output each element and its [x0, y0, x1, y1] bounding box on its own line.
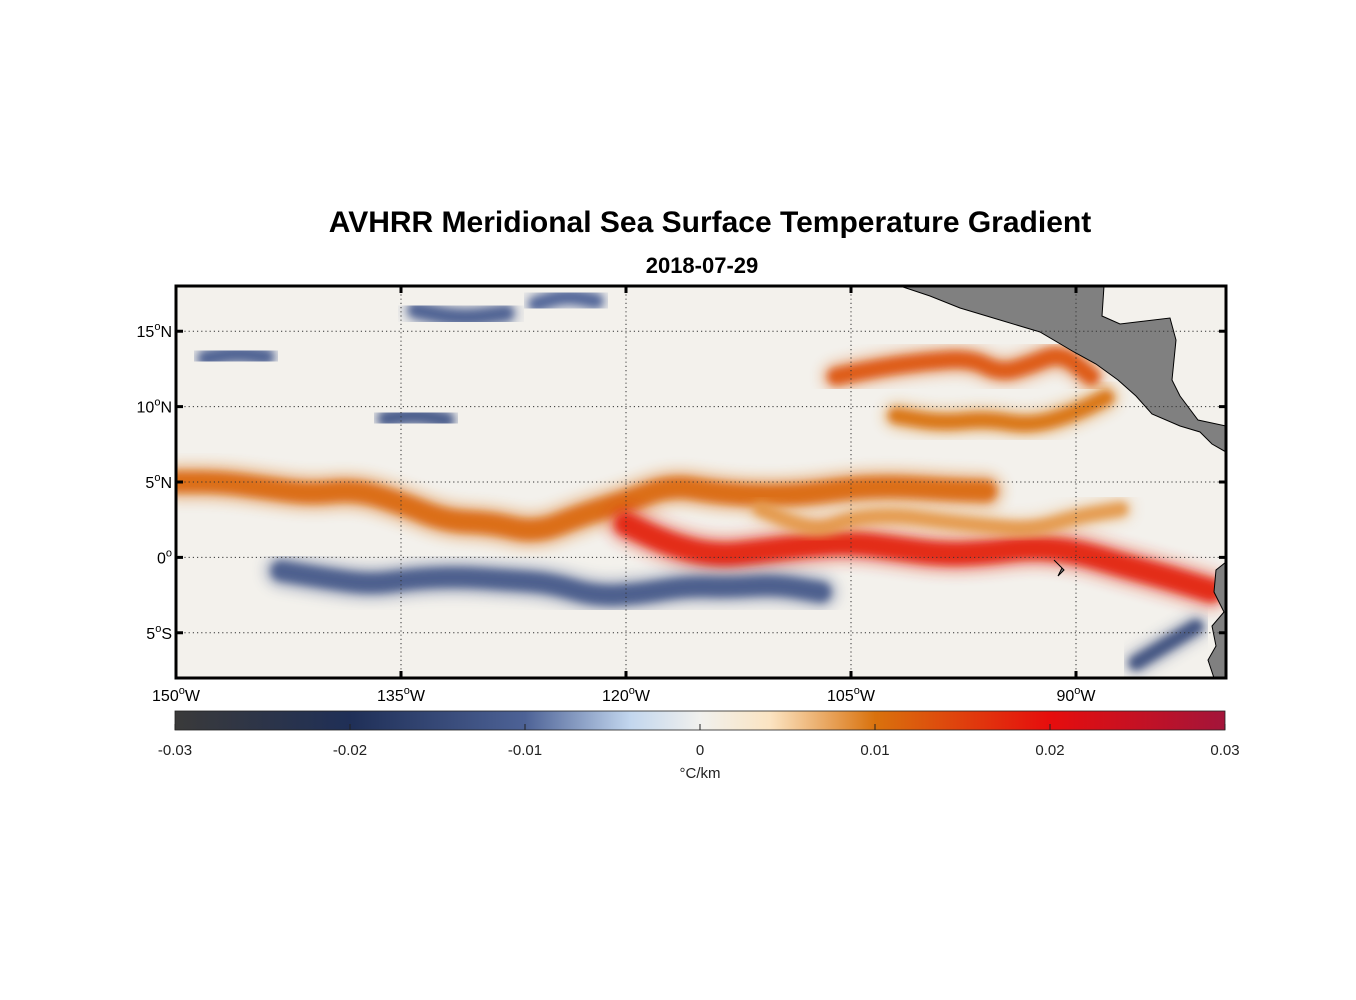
band-cold-patch-n2: [408, 302, 514, 325]
band-cold-patch-n1: [378, 407, 454, 428]
colorbar-tick-label: -0.02: [333, 742, 367, 759]
lon-label: 120oW: [602, 685, 651, 705]
band-cold-eddy-se: [1129, 619, 1203, 670]
lon-label: 150oW: [152, 685, 201, 705]
land-central-america: [899, 286, 1226, 678]
band-northern-front: [176, 471, 997, 541]
lat-label: 15oN: [137, 321, 172, 341]
lat-label: 5oS: [146, 623, 172, 643]
colorbar-tick-label: 0.01: [860, 742, 889, 759]
land-south-america: [1207, 561, 1226, 678]
band-southern-cold: [271, 561, 831, 606]
band-central-front: [754, 502, 1128, 536]
colorbar-tick-label: -0.03: [158, 742, 192, 759]
land-galapagos: [1053, 559, 1065, 577]
band-tehuantepec-front: [827, 348, 1100, 385]
lat-label: 10oN: [137, 397, 172, 417]
lon-label: 135oW: [377, 685, 426, 705]
lat-label: 0o: [157, 547, 172, 567]
colorbar-tick-label: 0.02: [1035, 742, 1064, 759]
band-equatorial-front-east: [614, 512, 1223, 602]
band-cold-patch-nw: [198, 346, 274, 366]
map-field: [176, 286, 1226, 678]
colorbar-tick-label: 0.03: [1210, 742, 1239, 759]
longitude-labels: 150oW 135oW 120oW 105oW 90oW: [152, 685, 1096, 705]
colorbar-tick-label: 0: [696, 742, 704, 759]
band-papagayo-front: [888, 390, 1114, 432]
colorbar-ticks: -0.03 -0.02 -0.01 0 0.01 0.02 0.03: [158, 724, 1240, 759]
band-cold-patch-n3: [529, 290, 603, 311]
lon-label: 105oW: [827, 685, 876, 705]
lat-label: 5oN: [145, 472, 172, 492]
gradient-bands: [176, 286, 1226, 674]
map-title: AVHRR Meridional Sea Surface Temperature…: [328, 206, 1092, 239]
map-date: 2018-07-29: [645, 253, 759, 278]
colorbar-tick-label: -0.01: [508, 742, 542, 759]
colorbar: -0.03 -0.02 -0.01 0 0.01 0.02 0.03 °C/km: [158, 710, 1240, 782]
lon-label: 90oW: [1056, 685, 1096, 705]
map-frame: [174, 284, 1228, 680]
colorbar-unit-label: °C/km: [680, 765, 721, 782]
land-mexico-central-america: [899, 286, 1226, 453]
latitude-labels: 15oN 10oN 5oN 0o 5oS: [137, 321, 172, 643]
